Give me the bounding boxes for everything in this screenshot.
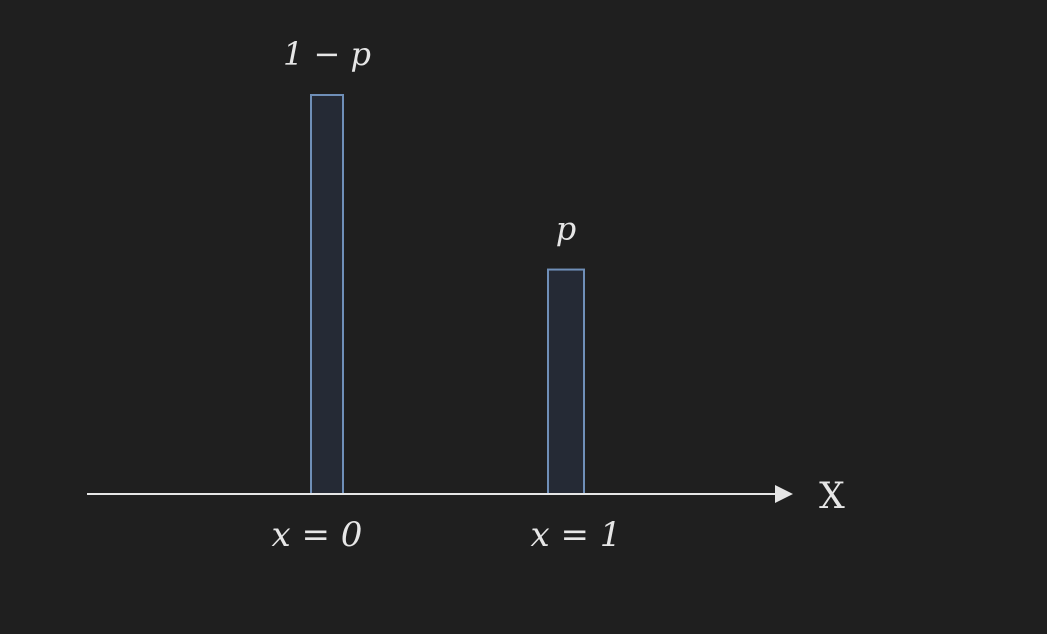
bar-1 xyxy=(547,268,585,495)
bar-value-label-0: 1 − p xyxy=(283,35,371,73)
x-tick-label-1: x = 1 xyxy=(531,515,622,555)
x-axis-arrowhead xyxy=(775,485,793,503)
x-axis-label: X xyxy=(819,476,845,517)
x-tick-label-0: x = 0 xyxy=(272,515,363,555)
bar-value-labels: 1 − p p xyxy=(283,35,576,248)
bars-group xyxy=(310,94,585,495)
x-tick-labels: x = 0 x = 1 xyxy=(272,515,622,555)
bar-0 xyxy=(310,94,344,495)
bar-value-label-1: p xyxy=(556,210,576,248)
